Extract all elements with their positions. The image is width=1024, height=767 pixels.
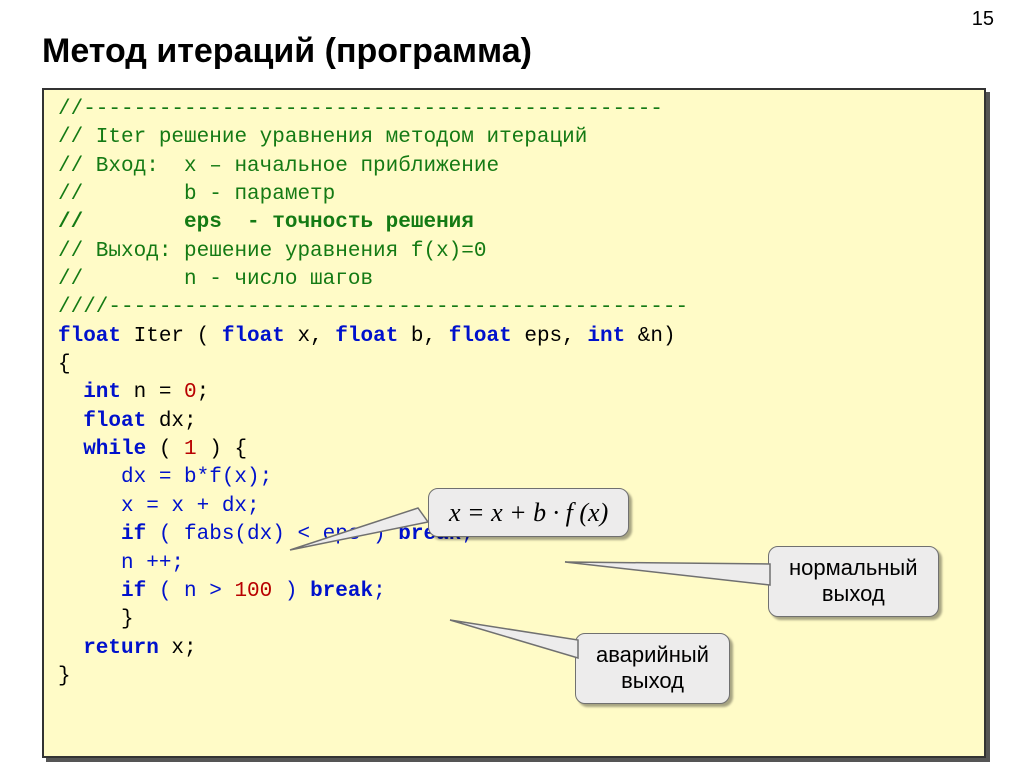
- arrow-normal-exit: [565, 550, 775, 600]
- code-line: }: [58, 608, 134, 631]
- code-line: {: [58, 353, 71, 376]
- code-line: n ++;: [58, 552, 184, 575]
- kw-return: return: [58, 637, 159, 660]
- code-line: // Iter: [58, 126, 159, 149]
- kw-while: while: [58, 438, 146, 461]
- code-text: решение уравнения f(x)=0: [184, 240, 486, 263]
- code-text: n =: [121, 381, 184, 404]
- code-line: //--------------------------------------…: [58, 98, 663, 121]
- code-text: ;: [373, 580, 386, 603]
- callout-formula: x = x + b · f (x): [428, 488, 629, 537]
- kw-float: float: [58, 410, 146, 433]
- code-text: параметр: [234, 183, 335, 206]
- code-text: Iter (: [121, 325, 222, 348]
- code-text: число шагов: [234, 268, 373, 291]
- code-line: x = x + dx;: [58, 495, 260, 518]
- code-text: eps,: [512, 325, 588, 348]
- code-line: // n -: [58, 268, 234, 291]
- code-text: x;: [159, 637, 197, 660]
- kw-float: float: [222, 325, 285, 348]
- code-line: dx = b*f(x);: [58, 466, 272, 489]
- lit: 1: [184, 438, 197, 461]
- code-text: начальное приближение: [234, 155, 499, 178]
- code-text: b,: [398, 325, 448, 348]
- code-line: ////------------------------------------…: [58, 296, 688, 319]
- kw-float: float: [449, 325, 512, 348]
- lit: 0: [184, 381, 197, 404]
- code-line: // Вход: x –: [58, 155, 234, 178]
- code-text: (: [146, 438, 184, 461]
- kw-if: if: [58, 523, 146, 546]
- code-line: }: [58, 665, 71, 688]
- lit: 100: [234, 580, 272, 603]
- code-text: точность решения: [272, 211, 474, 234]
- code-text: решение уравнения методом итераций: [159, 126, 587, 149]
- kw-float: float: [58, 325, 121, 348]
- kw-if: if: [58, 580, 146, 603]
- formula-text: x = x + b · f (x): [449, 498, 608, 527]
- callout-emergency-exit: аварийный выход: [575, 633, 730, 704]
- code-line: // eps -: [58, 211, 272, 234]
- arrow-formula: [290, 500, 440, 560]
- code-line: // b -: [58, 183, 234, 206]
- slide-title: Метод итераций (программа): [42, 32, 532, 71]
- code-text: ): [272, 580, 310, 603]
- kw-int: int: [58, 381, 121, 404]
- page-number: 15: [972, 8, 994, 31]
- code-text: dx;: [146, 410, 196, 433]
- code-text: &n): [625, 325, 675, 348]
- code-text: ) {: [197, 438, 247, 461]
- callout-normal-exit: нормальный выход: [768, 546, 939, 617]
- code-text: ;: [197, 381, 210, 404]
- kw-int: int: [587, 325, 625, 348]
- kw-float: float: [335, 325, 398, 348]
- code-text: ( n >: [146, 580, 234, 603]
- code-text: x,: [285, 325, 335, 348]
- code-line: // Выход:: [58, 240, 184, 263]
- arrow-emergency-exit: [450, 620, 585, 670]
- kw-break: break: [310, 580, 373, 603]
